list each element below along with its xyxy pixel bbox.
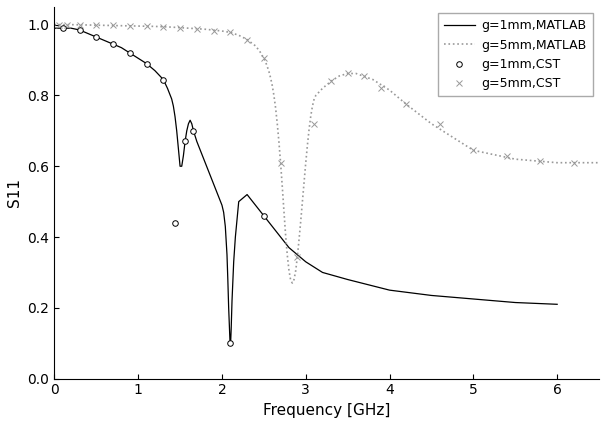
g=5mm,MATLAB [282,233,289,238]
g=5mm,CST [210,28,217,34]
g=1mm,CST [59,26,67,31]
g=5mm,CST [126,23,133,28]
g=5mm,CST [378,86,385,91]
g=5mm,CST [93,23,100,28]
g=5mm,MATLAB [596,160,603,165]
g=5mm,MATLAB [369,77,376,82]
g=1mm,CST [76,27,83,32]
g=1mm,CST [260,213,267,218]
g=1mm,MATLAB [206,171,213,176]
g=5mm,MATLAB [295,237,302,242]
g=5mm,CST [110,23,117,28]
g=5mm,CST [503,153,510,158]
g=5mm,CST [227,30,234,35]
g=1mm,MATLAB [187,118,194,123]
g=5mm,CST [193,27,201,32]
g=1mm,CST [171,220,179,225]
X-axis label: Frequency [GHz]: Frequency [GHz] [263,403,390,418]
g=5mm,CST [570,160,578,165]
Line: g=1mm,MATLAB: g=1mm,MATLAB [55,28,557,343]
g=1mm,CST [189,128,196,133]
Y-axis label: S11: S11 [7,178,22,207]
Line: g=5mm,MATLAB: g=5mm,MATLAB [55,25,599,283]
g=5mm,CST [244,37,251,42]
g=5mm,CST [402,102,410,107]
g=1mm,MATLAB [470,297,477,302]
g=1mm,MATLAB [51,26,58,31]
g=5mm,CST [143,23,150,28]
g=1mm,CST [143,61,150,66]
g=5mm,CST [55,22,62,27]
g=1mm,CST [181,139,188,144]
g=1mm,CST [227,341,234,346]
g=5mm,CST [76,22,83,27]
g=1mm,MATLAB [164,86,171,91]
g=1mm,MATLAB [285,245,293,250]
g=1mm,CST [126,51,133,56]
Line: g=1mm,CST: g=1mm,CST [60,26,267,346]
g=5mm,MATLAB [51,22,58,27]
g=5mm,CST [327,79,335,84]
g=5mm,CST [344,71,351,76]
g=1mm,CST [110,42,117,47]
g=5mm,CST [63,22,70,27]
g=5mm,CST [310,121,318,126]
g=5mm,CST [537,159,544,164]
g=5mm,CST [260,56,267,61]
g=1mm,MATLAB [173,128,181,133]
g=5mm,CST [436,121,444,126]
g=5mm,CST [361,74,368,79]
g=5mm,CST [277,161,284,166]
g=5mm,CST [470,148,477,153]
g=5mm,MATLAB [288,280,296,286]
g=1mm,CST [93,34,100,40]
g=5mm,CST [176,25,184,30]
g=5mm,MATLAB [118,23,125,28]
g=1mm,MATLAB [227,341,234,346]
g=1mm,MATLAB [553,302,561,307]
g=5mm,CST [294,254,301,259]
g=5mm,CST [159,24,167,29]
g=5mm,MATLAB [256,48,263,54]
Legend: g=1mm,MATLAB, g=5mm,MATLAB, g=1mm,CST, g=5mm,CST: g=1mm,MATLAB, g=5mm,MATLAB, g=1mm,CST, g… [438,13,593,96]
Line: g=5mm,CST: g=5mm,CST [56,22,577,259]
g=1mm,CST [159,77,167,82]
g=5mm,MATLAB [227,30,234,35]
